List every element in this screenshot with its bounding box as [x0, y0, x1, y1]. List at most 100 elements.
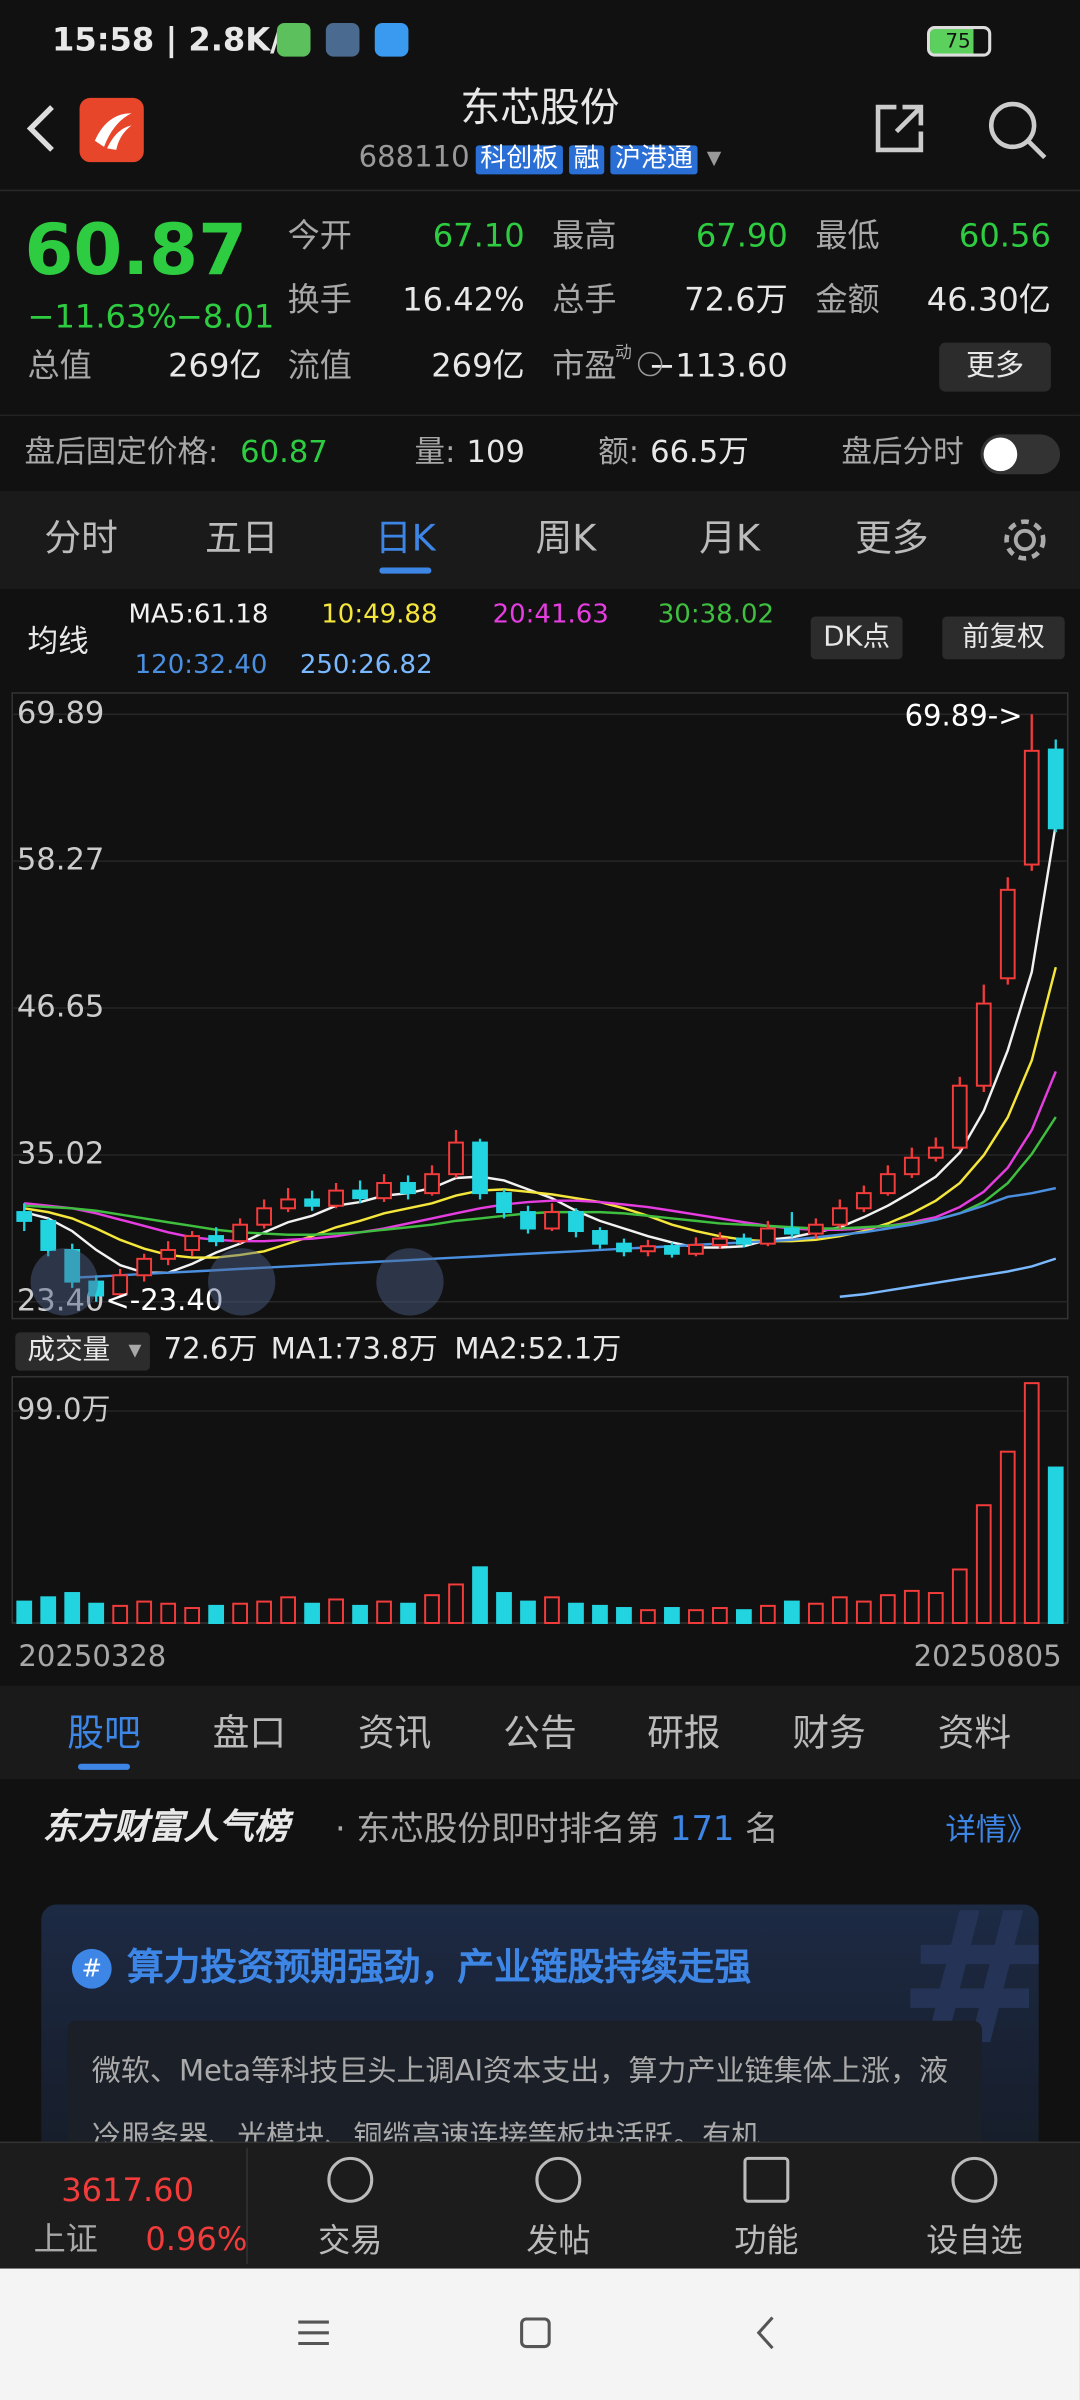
bottom-icon[interactable] [535, 2156, 582, 2203]
volume-bar [879, 1594, 896, 1625]
volume-bar [208, 1604, 225, 1625]
tag: 沪港通 [610, 145, 698, 175]
chart-tool[interactable] [376, 1248, 444, 1316]
toggle[interactable] [980, 434, 1061, 475]
volume-bar [855, 1600, 872, 1625]
ma-line [72, 1186, 1057, 1279]
element [988, 101, 1037, 150]
section-tab[interactable]: 盘口 [212, 1711, 287, 1755]
after-hours-timeshare: 盘后分时 [841, 432, 964, 470]
volume-bar [352, 1604, 368, 1625]
volume-bar [520, 1600, 536, 1625]
rank-text: · 东芯股份即时排名第 171 名 [335, 1811, 779, 1850]
pe-info[interactable] [637, 351, 663, 377]
index-name: 上证 [33, 2221, 98, 2258]
share-button[interactable] [872, 101, 927, 156]
after-hours-amt: 66.5万 [650, 432, 749, 470]
bottom-icon[interactable] [951, 2156, 998, 2203]
candle-body [280, 1198, 296, 1210]
element [26, 105, 54, 152]
tab[interactable]: 日K [374, 517, 436, 560]
dk-button[interactable]: DK点 [810, 616, 903, 660]
settings-button[interactable] [999, 514, 1051, 566]
tab[interactable]: 五日 [204, 517, 279, 560]
bottom-icon[interactable] [743, 2156, 790, 2203]
bottom-label[interactable]: 功能 [734, 2222, 799, 2260]
stat-label: 总手 [552, 281, 617, 319]
stock-code-line: 688110 科创板融沪港通 ▾ [358, 140, 722, 175]
section-tab[interactable]: 股吧 [67, 1711, 141, 1755]
stat-label: 今开 [287, 217, 352, 254]
volume-bar [400, 1602, 416, 1625]
volume-bar [951, 1568, 968, 1625]
volume-bar [232, 1602, 249, 1625]
section-tab[interactable]: 研报 [647, 1711, 721, 1755]
stat-value: 60.56 [958, 217, 1051, 254]
more-button[interactable]: 更多 [939, 342, 1051, 392]
search-button[interactable] [985, 98, 1049, 162]
stat-value: 269亿 [431, 347, 525, 384]
adjust-button[interactable]: 前复权 [942, 616, 1065, 660]
ma-line [23, 966, 1057, 1259]
ma-legend: 20:41.63 [493, 599, 609, 629]
stat-value: 67.10 [432, 217, 525, 254]
rank-detail[interactable]: 详情》 [945, 1811, 1038, 1848]
candle-body [903, 1156, 920, 1176]
volume-bar [927, 1592, 944, 1625]
stat-label: 最高 [552, 217, 617, 254]
volume-bar [256, 1600, 272, 1625]
y-tick-label: 46.65 [17, 989, 105, 1024]
volume-bar [472, 1566, 488, 1625]
candle-body [544, 1211, 560, 1230]
indicator-select[interactable]: 成交量 ▼ [15, 1332, 150, 1371]
change: −8.01 [175, 298, 275, 336]
tab[interactable]: 分时 [44, 517, 118, 560]
tab[interactable]: 更多 [855, 517, 929, 560]
chart-tool[interactable] [208, 1248, 276, 1316]
dropdown-arrow: ▼ [128, 1340, 142, 1360]
tag: 融 [569, 145, 605, 175]
tab-bar [0, 491, 1080, 589]
tab[interactable]: 周K [535, 517, 597, 560]
volume-bar [40, 1596, 57, 1625]
stat-label: 最低 [815, 217, 880, 254]
candle-body [640, 1245, 656, 1253]
date-end: 20250805 [913, 1639, 1062, 1674]
candle-body [184, 1235, 201, 1251]
section-tab[interactable]: 财务 [792, 1711, 866, 1755]
section-tab[interactable]: 资讯 [357, 1711, 432, 1755]
back-button[interactable] [21, 101, 61, 156]
candle-body [999, 888, 1016, 980]
section-tab[interactable]: 公告 [503, 1711, 577, 1755]
dk-label: DK点 [823, 621, 891, 654]
bottom-label[interactable]: 发帖 [526, 2222, 591, 2260]
volume-bar [712, 1607, 728, 1625]
volume-bar [16, 1600, 33, 1625]
volume-bar [280, 1596, 296, 1625]
adjust-label: 前复权 [962, 621, 1045, 654]
candle-body [208, 1235, 225, 1243]
stat-label: 金额 [815, 281, 880, 319]
candle-body [783, 1227, 800, 1235]
candle-body [352, 1189, 368, 1200]
chart-tool[interactable] [30, 1248, 98, 1316]
volume-bar [975, 1504, 992, 1625]
section-tab[interactable]: 资料 [937, 1711, 1012, 1755]
candle-body [951, 1084, 968, 1149]
section-tab-bar [0, 1685, 1080, 1780]
ma-title: 均线 [27, 622, 89, 660]
bottom-icon[interactable] [327, 2156, 374, 2203]
tab[interactable]: 月K [699, 517, 761, 560]
bottom-label[interactable]: 设自选 [926, 2222, 1023, 2260]
volume-bar [807, 1602, 824, 1625]
stat-label: 总值 [27, 347, 92, 384]
stat-value: 16.42% [402, 281, 525, 319]
ma-line [24, 1070, 1057, 1243]
topic-icon: # [71, 1948, 112, 1989]
divider [0, 414, 1080, 417]
bottom-label[interactable]: 交易 [318, 2222, 383, 2260]
news-card[interactable]: # # 算力投资预期强劲，产业链股持续走强 微软、Meta等科技巨头上调AI资本… [41, 1904, 1039, 2165]
stat-label: 流值 [287, 347, 352, 384]
y-tick-label: 58.27 [17, 843, 105, 878]
stat-value: 46.30亿 [926, 281, 1051, 319]
